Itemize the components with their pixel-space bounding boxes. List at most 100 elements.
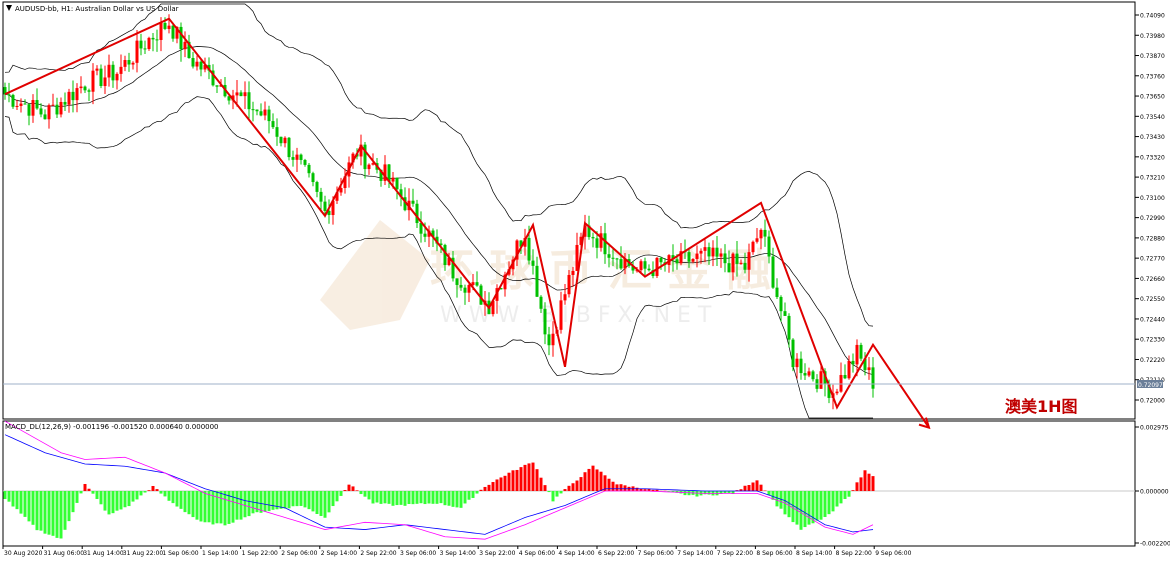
bull-candle [751, 241, 755, 253]
bear-candle [791, 339, 795, 368]
macd-histogram-bar [455, 491, 459, 508]
macd-histogram-bar [343, 490, 347, 491]
time-tick-label: 2 Sep 22:00 [360, 550, 396, 557]
macd-histogram-bar [35, 491, 39, 531]
macd-histogram-bar [467, 491, 471, 500]
macd-histogram-bar [231, 491, 235, 523]
bear-candle [539, 296, 543, 309]
macd-histogram-bar [143, 491, 147, 493]
macd-histogram-bar [151, 485, 155, 491]
macd-histogram-bar [543, 485, 547, 491]
bear-candle [479, 285, 483, 305]
macd-histogram-bar [475, 491, 479, 494]
macd-histogram-bar [207, 491, 211, 523]
bull-candle [335, 192, 339, 201]
macd-histogram-bar [607, 478, 611, 491]
bull-candle [91, 70, 95, 92]
macd-histogram-bar [751, 482, 755, 491]
zigzag-overlay [4, 17, 931, 430]
macd-histogram-bar [571, 483, 575, 491]
bear-candle [395, 177, 399, 190]
macd-histogram-bar [167, 491, 171, 501]
macd-histogram-bar [31, 491, 35, 525]
price-tick-label: 0.72990 [1140, 215, 1165, 222]
bear-candle [607, 254, 611, 258]
macd-histogram-bar [531, 462, 535, 491]
bull-candle [339, 188, 343, 193]
bull-candle [243, 92, 247, 97]
macd-histogram-bar [319, 491, 323, 516]
bull-candle [579, 236, 583, 245]
bull-candle [103, 77, 107, 87]
price-pane[interactable] [2, 1, 1136, 420]
macd-histogram-bar [859, 477, 863, 491]
bear-candle [787, 315, 791, 340]
macd-histogram-bar [775, 491, 779, 507]
macd-histogram-bar [51, 491, 55, 536]
time-tick-label: 3 Sep 22:00 [479, 550, 515, 557]
macd-histogram-bar [519, 467, 523, 491]
macd-histogram-bar [399, 491, 403, 505]
macd-histogram-bar [219, 491, 223, 524]
macd-histogram-bar [27, 491, 31, 522]
bull-candle [295, 154, 299, 160]
time-tick-label: 4 Sep 06:00 [519, 550, 555, 557]
bear-candle [227, 96, 231, 101]
bull-candle [159, 22, 163, 40]
macd-histogram-bar [743, 485, 747, 491]
bear-candle [527, 237, 531, 261]
macd-histogram-bar [15, 491, 19, 510]
bollinger-lower [4, 96, 873, 419]
macd-indicator [3, 420, 1135, 540]
bear-candle [199, 61, 203, 70]
macd-histogram-bar [431, 491, 435, 504]
macd-histogram-bar [755, 480, 759, 491]
macd-histogram-bar [503, 475, 507, 491]
macd-histogram-bar [59, 491, 63, 539]
price-tick-label: 0.73320 [1140, 154, 1165, 161]
macd-histogram-bar [19, 491, 23, 514]
price-tick-label: 0.72550 [1140, 296, 1165, 303]
bear-candle [675, 259, 679, 264]
bear-candle [435, 236, 439, 244]
bull-candle [575, 244, 579, 271]
bear-candle [799, 358, 803, 374]
bull-candle [59, 101, 63, 115]
price-tick-label: 0.73650 [1140, 94, 1165, 101]
bear-candle [671, 255, 675, 260]
macd-histogram-bar [95, 491, 99, 499]
bear-candle [443, 244, 447, 266]
bear-candle [763, 229, 767, 237]
macd-histogram-bar [863, 470, 867, 491]
macd-histogram-bar [739, 489, 743, 491]
watermark-logo-icon [320, 220, 430, 330]
macd-histogram-bar [483, 486, 487, 491]
macd-histogram-bar [83, 483, 87, 491]
bull-candle [711, 247, 715, 257]
bear-candle [63, 101, 67, 105]
time-tick-label: 31 Aug 22:00 [123, 550, 164, 557]
bear-candle [279, 136, 283, 144]
bull-candle [391, 177, 395, 182]
bear-candle [499, 288, 503, 290]
macd-histogram-bar [215, 491, 219, 524]
menu-dropdown-icon[interactable] [6, 5, 12, 11]
macd-histogram-bar [275, 491, 279, 510]
bear-candle [323, 201, 327, 211]
macd-histogram-bar [119, 491, 123, 510]
macd-histogram-bar [823, 491, 827, 517]
symbol-title: AUDUSD-bb, H1: Australian Dollar vs US D… [15, 5, 179, 13]
macd-histogram-bar [495, 479, 499, 491]
macd-histogram-bar [79, 491, 83, 494]
price-tick-label: 0.72330 [1140, 337, 1165, 344]
time-tick-label: 4 Sep 14:00 [558, 550, 594, 557]
macd-histogram-bar [223, 491, 227, 526]
macd-pane[interactable] [2, 420, 1136, 547]
macd-histogram-bar [311, 491, 315, 512]
bear-candle [411, 200, 415, 204]
macd-histogram-bar [295, 491, 299, 507]
macd-histogram-bar [163, 491, 167, 497]
arrow-head-icon [918, 417, 931, 430]
